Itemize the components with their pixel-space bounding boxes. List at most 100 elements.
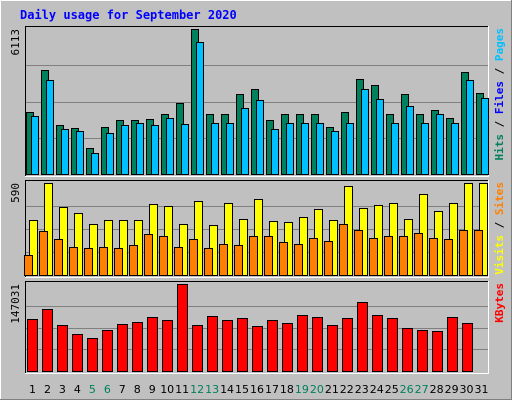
bar-kbytes-day-11: [177, 284, 188, 372]
bar-sites-day-1: [24, 255, 33, 276]
day-label-6: 6: [104, 383, 111, 396]
bar-sites-day-15: [234, 245, 243, 276]
bar-kbytes-day-9: [147, 317, 158, 372]
panel-hits-files-legend: Hits / Files / Pages: [493, 28, 506, 161]
series-visits: [29, 183, 488, 276]
day-label-10: 10: [160, 383, 174, 396]
bar-files-day-9: [151, 125, 159, 175]
day-label-20: 20: [310, 383, 324, 396]
bar-kbytes-day-2: [42, 309, 53, 372]
bar-kbytes-day-25: [387, 318, 398, 372]
bar-files-day-18: [286, 123, 294, 175]
day-label-24: 24: [370, 383, 384, 396]
bar-kbytes-day-24: [372, 315, 383, 372]
day-label-30: 30: [460, 383, 474, 396]
bar-files-day-24: [376, 99, 384, 175]
day-label-4: 4: [74, 383, 81, 396]
bar-files-day-28: [436, 114, 444, 175]
legend-entry: Pages: [493, 28, 506, 61]
series-files: [31, 42, 489, 175]
day-label-31: 31: [475, 383, 489, 396]
bar-files-day-10: [166, 118, 174, 175]
day-label-22: 22: [340, 383, 354, 396]
bar-sites-day-24: [369, 238, 378, 276]
bar-sites-day-6: [99, 247, 108, 276]
bar-files-day-4: [76, 131, 84, 175]
chart-title: Daily usage for September 2020: [20, 8, 237, 22]
bar-sites-day-27: [414, 233, 423, 276]
bar-files-day-8: [136, 123, 144, 175]
bar-sites-day-31: [474, 230, 483, 276]
bar-kbytes-day-28: [432, 331, 443, 372]
bar-sites-day-30: [459, 230, 468, 276]
bar-sites-day-26: [399, 236, 408, 276]
bar-kbytes-day-4: [72, 334, 83, 372]
bar-sites-day-28: [429, 238, 438, 276]
day-label-16: 16: [250, 383, 264, 396]
bar-sites-day-2: [39, 231, 48, 276]
panel-hits-files-ymax-label: 6113: [9, 29, 22, 56]
bar-files-day-15: [241, 108, 249, 175]
bar-kbytes-day-1: [27, 319, 38, 372]
panel-visits-sites-ymax-label: 590: [9, 183, 22, 203]
bar-visits-day-14: [224, 203, 233, 276]
bar-files-day-29: [451, 123, 459, 175]
bar-files-day-19: [301, 123, 309, 175]
bar-kbytes-day-5: [87, 338, 98, 372]
panel-hits-files: 6113 Hits / Files / Pages: [9, 26, 506, 177]
bar-files-day-23: [361, 89, 369, 175]
bar-sites-day-10: [159, 236, 168, 276]
bar-files-day-26: [406, 106, 414, 175]
bar-visits-day-1: [29, 220, 38, 276]
bar-kbytes-day-10: [162, 320, 173, 372]
bar-files-day-16: [256, 100, 264, 175]
panel-kbytes-legend: KBytes: [493, 283, 506, 323]
bar-visits-day-30: [464, 183, 473, 276]
bar-visits-day-31: [479, 183, 488, 276]
bar-files-day-27: [421, 123, 429, 175]
bar-files-day-7: [121, 125, 129, 175]
day-label-2: 2: [44, 383, 51, 396]
bar-sites-day-19: [294, 244, 303, 276]
bar-sites-day-7: [114, 248, 123, 276]
day-label-3: 3: [59, 383, 66, 396]
day-label-8: 8: [134, 383, 141, 396]
panel-kbytes-ymax-label: 147031: [9, 284, 22, 324]
bar-files-day-1: [31, 116, 39, 175]
legend-entry: /: [493, 61, 506, 81]
bar-files-day-22: [346, 123, 354, 175]
bar-files-day-17: [271, 129, 279, 175]
bar-sites-day-9: [144, 234, 153, 276]
bar-sites-day-3: [54, 239, 63, 276]
bar-sites-day-8: [129, 245, 138, 276]
bar-files-day-12: [196, 42, 204, 175]
bar-kbytes-day-19: [297, 315, 308, 372]
bar-sites-day-13: [204, 248, 213, 276]
day-label-29: 29: [445, 383, 459, 396]
day-label-17: 17: [265, 383, 279, 396]
bar-kbytes-day-18: [282, 323, 293, 372]
bar-kbytes-day-13: [207, 316, 218, 372]
bar-kbytes-day-22: [342, 318, 353, 372]
bar-files-day-14: [226, 123, 234, 175]
bar-kbytes-day-23: [357, 302, 368, 372]
day-label-23: 23: [355, 383, 369, 396]
bar-sites-day-22: [339, 224, 348, 276]
bar-kbytes-day-6: [102, 330, 113, 372]
panel-visits-sites: 590 Visits / Sites: [9, 180, 506, 278]
x-axis-day-labels: 1 2 3 4 5 6 7 8 9 10 11 12 13 14 15 16 17 18 19 20 21 22 23 24 2…: [29, 383, 489, 396]
bar-sites-day-20: [309, 238, 318, 276]
bar-files-day-11: [181, 124, 189, 175]
bar-sites-day-4: [69, 247, 78, 276]
day-label-15: 15: [235, 383, 249, 396]
bar-sites-day-16: [249, 236, 258, 276]
day-label-14: 14: [220, 383, 234, 396]
day-label-5: 5: [89, 383, 96, 396]
bar-kbytes-day-3: [57, 325, 68, 372]
day-label-12: 12: [190, 383, 204, 396]
bar-kbytes-day-20: [312, 317, 323, 372]
day-label-13: 13: [205, 383, 219, 396]
series-kbytes: [27, 284, 473, 372]
panel-visits-sites-legend: Visits / Sites: [493, 182, 506, 275]
